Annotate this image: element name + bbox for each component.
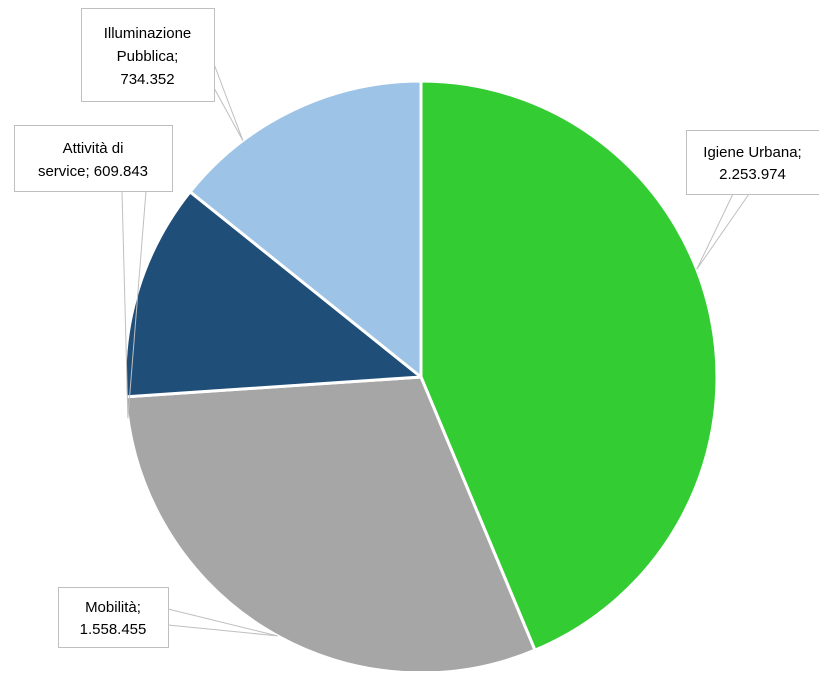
data-label-box: [15, 126, 173, 192]
leader-line-igiene-urbana: [697, 194, 749, 269]
data-label-igiene-urbana: Igiene Urbana; 2.253.974: [687, 131, 819, 195]
data-label-text: Mobilità;: [85, 599, 141, 616]
data-label-text: Pubblica;: [117, 48, 179, 65]
data-label-text: service; 609.843: [38, 163, 148, 180]
data-label-box: [687, 131, 819, 195]
data-label-box: [59, 588, 169, 648]
data-label-text: Illuminazione: [104, 25, 192, 42]
data-label-text: 734.352: [120, 71, 174, 88]
data-label-text: 1.558.455: [80, 621, 147, 638]
data-label-text: 2.253.974: [719, 166, 786, 183]
data-label-mobilita: Mobilità; 1.558.455: [59, 588, 169, 648]
slices-layer: [125, 81, 717, 671]
data-label-text: Igiene Urbana;: [703, 144, 801, 161]
data-label-text: Attività di: [63, 140, 124, 157]
leader-line-illuminazione-pubblica: [214, 64, 243, 141]
data-label-illuminazione-pubblica: Illuminazione Pubblica; 734.352: [82, 9, 215, 102]
data-label-attivita-di-service: Attività di service; 609.843: [15, 126, 173, 192]
